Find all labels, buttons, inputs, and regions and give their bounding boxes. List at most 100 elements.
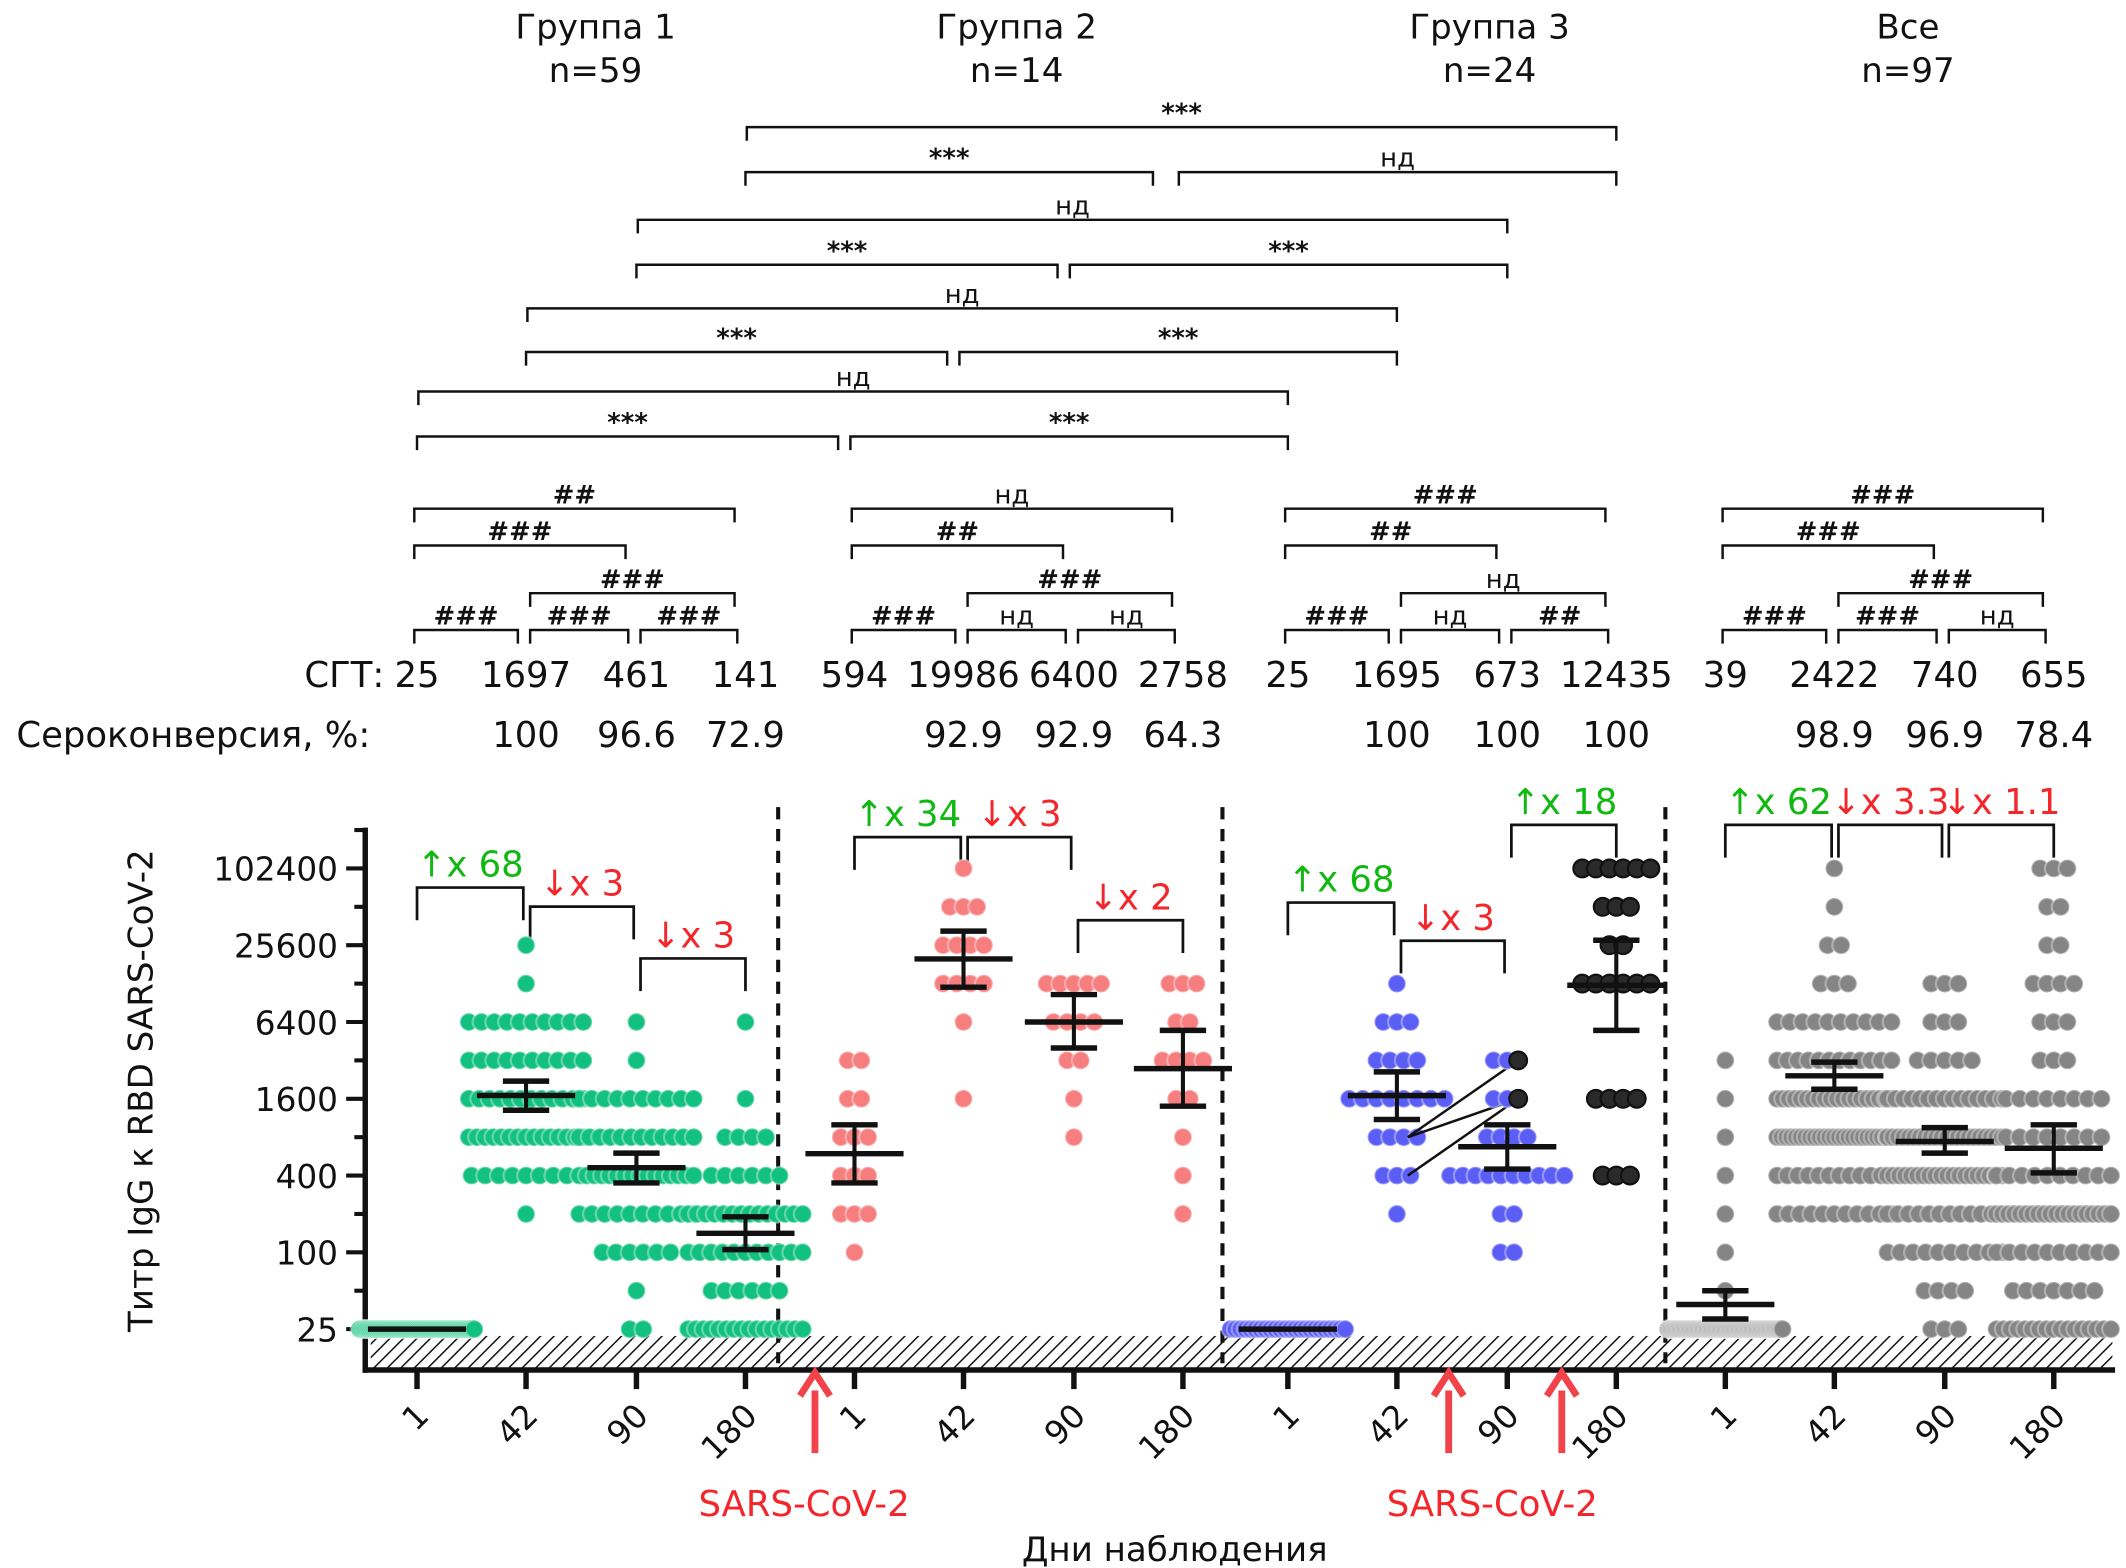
data-point [1715, 1127, 1736, 1148]
x-tick-label: 42 [927, 1396, 983, 1452]
within-group-bracket [639, 628, 739, 644]
infection-arrow-head-icon [1430, 1366, 1467, 1398]
within-group-bracket [1721, 628, 1828, 644]
data-point [1407, 1050, 1428, 1071]
data-point [1172, 1165, 1193, 1186]
within-group-bracket [1399, 628, 1501, 644]
data-point [792, 1319, 813, 1340]
gmt-value: 12435 [1560, 655, 1673, 696]
data-point [1172, 1127, 1193, 1148]
data-point [1172, 1204, 1193, 1224]
data-point [1715, 1088, 1736, 1109]
fold-change-bracket-label: ↓x 3 [540, 864, 624, 905]
data-point [2084, 1280, 2105, 1301]
data-point [1881, 1012, 1902, 1032]
y-tick-label: 100 [276, 1235, 338, 1273]
data-point [769, 1280, 790, 1301]
data-point [516, 935, 536, 956]
data-point [851, 1088, 872, 1109]
data-point [735, 1012, 756, 1032]
fold-change-bracket-label: ↓x 3 [977, 794, 1061, 835]
between-group-bracket [415, 435, 840, 451]
data-point [2091, 1127, 2112, 1148]
data-point [967, 896, 988, 917]
gmt-value: 740 [1911, 655, 1979, 696]
within-group-bracket [528, 628, 630, 644]
data-point [953, 1088, 974, 1109]
gmt-value: 25 [394, 655, 439, 696]
x-tick-label: 180 [1565, 1396, 1636, 1467]
data-point [858, 1204, 879, 1224]
within-group-bracket-label: ### [656, 602, 721, 632]
gmt-value: 19986 [907, 655, 1020, 696]
data-point [660, 1242, 681, 1263]
between-group-bracket-label: *** [1049, 408, 1090, 438]
between-group-bracket-label: нд [1380, 144, 1415, 174]
gmt-value: 594 [821, 655, 889, 696]
paired-line [1407, 1059, 1519, 1139]
infection-arrow-head-icon [797, 1366, 833, 1398]
data-point [1715, 1165, 1736, 1186]
data-point [683, 1127, 704, 1148]
within-group-bracket-label: ### [1413, 480, 1478, 510]
between-group-bracket-label: *** [716, 324, 757, 354]
data-point [2101, 1242, 2121, 1263]
between-group-bracket-label: *** [929, 144, 970, 174]
fold-change-bracket [528, 905, 636, 940]
within-group-bracket-label: ### [1855, 602, 1920, 632]
data-point [953, 1012, 974, 1032]
within-group-bracket [850, 544, 1065, 560]
seroconversion-value: 72.9 [706, 715, 785, 756]
fold-change-bracket-label: ↓x 1.1 [1942, 782, 2060, 823]
fold-change-bracket-label: ↓x 3 [651, 916, 735, 957]
data-point [2091, 1088, 2112, 1109]
gmt-value: 461 [603, 655, 671, 696]
group-1-n: n=59 [549, 51, 642, 91]
data-point [516, 1204, 536, 1224]
data-point [1434, 1088, 1455, 1109]
fold-change-bracket [966, 835, 1073, 870]
data-point [1400, 1012, 1421, 1032]
between-group-bracket [1068, 263, 1509, 279]
x-tick-label: 42 [1797, 1396, 1853, 1452]
data-point [974, 935, 994, 956]
data-point [2057, 1050, 2078, 1071]
y-tick-label: 400 [276, 1158, 338, 1196]
data-point [2101, 1319, 2121, 1340]
group-all-n: n=97 [1861, 51, 1954, 91]
fold-change-bracket [1510, 823, 1618, 858]
data-point [573, 1050, 594, 1071]
within-group-bracket-label: ## [1538, 602, 1581, 632]
data-point [1504, 1204, 1525, 1224]
within-group-bracket-label: ### [1304, 602, 1369, 632]
y-tick-label: 102400 [213, 851, 338, 889]
y-tick-label: 1600 [255, 1081, 338, 1119]
between-group-bracket [1177, 170, 1618, 186]
within-group-bracket [1721, 544, 1936, 560]
within-group-bracket-label: ## [553, 480, 596, 510]
within-group-bracket-label: ### [600, 565, 665, 595]
seroconversion-value: 100 [1363, 715, 1431, 756]
paired-line [1407, 1097, 1519, 1139]
fold-change-bracket-label: ↓x 3.3 [1831, 782, 1949, 823]
data-point [1335, 1319, 1356, 1340]
data-point [1508, 1050, 1529, 1071]
within-group-bracket [413, 507, 736, 523]
within-group-bracket-label: ### [434, 602, 499, 632]
group-headers: Группа 1 n=59 Группа 2 n=14 Группа 3 n=2… [515, 8, 1954, 92]
between-group-bracket-label: нд [836, 363, 871, 393]
data-point [1948, 1012, 1969, 1032]
within-group-bracket-label: нд [999, 602, 1034, 632]
data-point [626, 1280, 647, 1301]
data-point [1619, 1165, 1640, 1186]
data-point [792, 1242, 813, 1263]
x-tick-label: 180 [694, 1396, 765, 1467]
within-group-bracket [1947, 628, 2047, 644]
data-point [1640, 858, 1661, 879]
data-point [2050, 935, 2071, 956]
data-point [1881, 1050, 1902, 1071]
seroconversion-value: 98.9 [1795, 715, 1874, 756]
fold-change-bracket [853, 835, 963, 870]
within-group-bracket-label: нд [1980, 602, 2015, 632]
